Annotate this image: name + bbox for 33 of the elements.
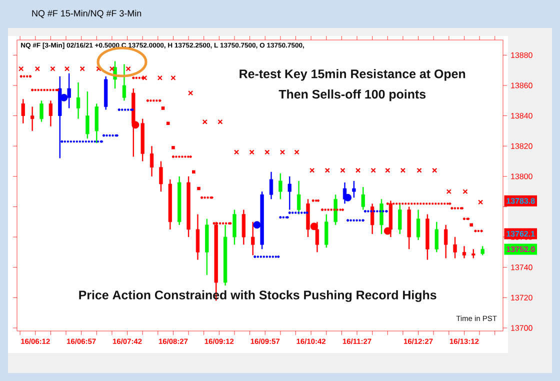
candlestick	[159, 160, 163, 192]
candlestick	[361, 186, 365, 210]
candlestick	[30, 106, 34, 132]
candlestick	[48, 100, 53, 127]
annotation: Then Sells-off 100 points	[278, 89, 426, 102]
candlestick	[334, 194, 338, 226]
candlestick	[296, 180, 301, 215]
candlestick	[196, 214, 200, 260]
candlestick	[21, 98, 25, 124]
candlestick	[352, 180, 356, 198]
candlestick	[370, 203, 374, 235]
candlestick	[269, 171, 274, 200]
candlestick	[40, 100, 44, 122]
candlestick	[472, 248, 476, 259]
candlestick	[150, 145, 154, 177]
candlestick	[434, 221, 438, 253]
candlestick	[232, 209, 236, 246]
candlestick	[480, 246, 484, 256]
candlestick	[288, 176, 292, 210]
candlestick	[444, 224, 448, 259]
candlestick	[453, 236, 457, 259]
candlestick	[416, 209, 420, 241]
annotation: Re-test Key 15min Resistance at Open	[240, 69, 466, 81]
candlestick	[324, 214, 328, 248]
candlestick	[398, 203, 402, 235]
candlestick	[380, 198, 384, 235]
candlestick	[242, 209, 246, 246]
candlestick	[251, 221, 255, 256]
chart-title: NQ #F 15-Min/NQ #F 3-Min	[32, 10, 142, 18]
candlestick	[86, 90, 90, 140]
candlestick	[278, 172, 282, 200]
candlestick	[462, 246, 466, 259]
candlestick	[76, 82, 80, 120]
